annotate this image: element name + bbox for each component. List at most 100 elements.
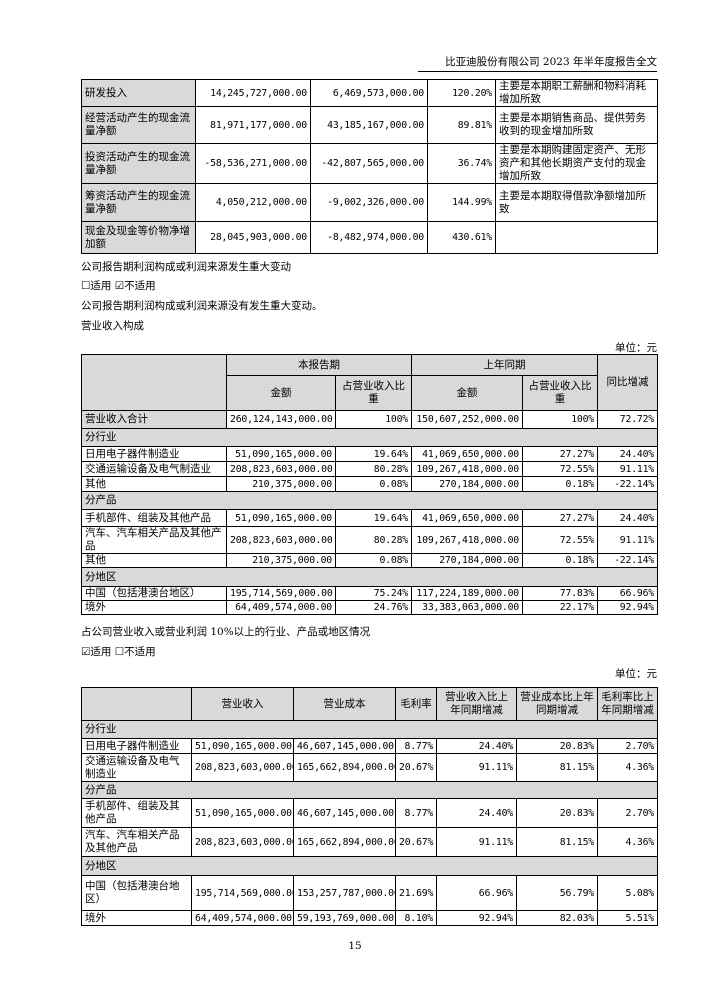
row-label: 手机部件、组装及其他产品 xyxy=(81,798,192,828)
header-current-period: 本报告期 xyxy=(226,354,412,376)
value-cell: 72.55% xyxy=(522,461,598,477)
section-row: 分产品 xyxy=(81,781,658,799)
value-cell: 72.72% xyxy=(597,410,658,429)
table-row: 日用电子器件制造业 51,090,165,000.00 19.64% 41,069,6… xyxy=(81,446,658,462)
value-cell: 20.67% xyxy=(395,827,437,857)
change-reason: 主要是本期销售商品、提供劳务收到的现金增加所致 xyxy=(495,106,658,144)
page-number: 15 xyxy=(348,940,362,952)
header-share: 占营业收入比重 xyxy=(522,375,598,411)
row-label: 其他 xyxy=(81,476,227,492)
row-label: 手机部件、组装及其他产品 xyxy=(81,509,227,527)
prior-period-value: 43,185,167,000.00 xyxy=(310,106,428,144)
revenue-composition-table: 本报告期 上年同期 同比增减 金额 占营业收入比重 金额 占营业收入比重 营业收… xyxy=(81,354,658,615)
value-cell: 100% xyxy=(335,410,412,429)
table-row: 交通运输设备及电气制造业 208,823,603,000.00 80.28% 109,… xyxy=(81,461,658,477)
row-label: 交通运输设备及电气制造业 xyxy=(81,753,192,782)
table-row: 其他 210,375,000.00 0.08% 270,184,000.00 0.18%… xyxy=(81,553,658,568)
value-cell: 27.27% xyxy=(522,446,598,462)
value-cell: 117,224,189,000.00 xyxy=(411,586,523,601)
row-label: 现金及现金等价物净增加额 xyxy=(81,221,196,254)
segment-margin-table: 营业收入 营业成本 毛利率 营业收入比上年同期增减 营业成本比上年同期增减 毛利率比上年同… xyxy=(81,687,658,926)
table-row: 其他 210,375,000.00 0.08% 270,184,000.00 0.18%… xyxy=(81,476,658,492)
value-cell: 81.15% xyxy=(516,753,598,782)
value-cell: 66.96% xyxy=(597,586,658,601)
value-cell: 19.64% xyxy=(335,446,412,462)
current-period-value: 28,045,903,000.00 xyxy=(195,221,311,254)
section-row: 分行业 xyxy=(81,428,658,447)
profit-change-note: 公司报告期利润构成或利润来源没有发生重大变动。 xyxy=(81,300,323,312)
value-cell: 75.24% xyxy=(335,586,412,601)
value-cell: 56.79% xyxy=(516,875,598,911)
prior-period-value: -42,807,565,000.00 xyxy=(310,143,428,184)
unit-label: 单位：元 xyxy=(615,342,657,354)
value-cell: 270,184,000.00 xyxy=(411,553,523,568)
change-rate: 36.74% xyxy=(427,143,496,184)
table-row: 汽车、汽车相关产品及其他产品 208,823,603,000.00 80.28% 10… xyxy=(81,526,658,554)
value-cell: 41,069,650,000.00 xyxy=(411,446,523,462)
value-cell: 8.77% xyxy=(395,738,437,754)
section-row: 分地区 xyxy=(81,567,658,587)
current-period-value: 14,245,727,000.00 xyxy=(195,79,311,107)
row-label: 日用电子器件制造业 xyxy=(81,446,227,462)
row-label: 境外 xyxy=(81,600,227,615)
table-row: 中国（包括港澳台地区） 195,714,569,000.00 75.24% 117,2… xyxy=(81,586,658,601)
value-cell: 80.28% xyxy=(335,461,412,477)
header-yoy: 同比增减 xyxy=(597,354,658,411)
section-row: 分行业 xyxy=(81,720,658,739)
value-cell: 20.83% xyxy=(516,798,598,828)
value-cell: 51,090,165,000.00 xyxy=(191,798,294,828)
header-share: 占营业收入比重 xyxy=(335,375,412,411)
prior-period-value: -9,002,326,000.00 xyxy=(310,183,428,222)
value-cell: 8.10% xyxy=(395,910,437,926)
value-cell: 91.11% xyxy=(597,526,658,554)
value-cell: 150,607,252,000.00 xyxy=(411,410,523,429)
header-amount: 金额 xyxy=(226,375,336,411)
value-cell: 100% xyxy=(522,410,598,429)
value-cell: 22.17% xyxy=(522,600,598,615)
value-cell: 64,409,574,000.00 xyxy=(191,910,294,926)
header-amount: 金额 xyxy=(411,375,523,411)
row-label: 中国（包括港澳台地区） xyxy=(81,586,227,601)
value-cell: 8.77% xyxy=(395,798,437,828)
profit-change-title: 公司报告期利润构成或利润来源发生重大变动 xyxy=(81,261,291,273)
value-cell: 0.08% xyxy=(335,476,412,492)
value-cell: 2.70% xyxy=(597,798,658,828)
column-header: 毛利率比上年同期增减 xyxy=(597,687,658,721)
value-cell: 82.03% xyxy=(516,910,598,926)
value-cell: 51,090,165,000.00 xyxy=(226,446,336,462)
value-cell: 46,607,145,000.00 xyxy=(293,798,396,828)
table-row: 现金及现金等价物净增加额 28,045,903,000.00 -8,482,974,… xyxy=(81,221,658,254)
header-blank xyxy=(81,354,227,411)
table-row: 经营活动产生的现金流量净额 81,971,177,000.00 43,185,167… xyxy=(81,106,658,144)
value-cell: 92.94% xyxy=(436,910,517,926)
value-cell: 195,714,569,000.00 xyxy=(191,875,294,911)
header-prior-period: 上年同期 xyxy=(411,354,598,376)
value-cell: 80.28% xyxy=(335,526,412,554)
table-row: 营业收入合计 260,124,143,000.00 100% 150,607,252,… xyxy=(81,410,658,429)
unit-label: 单位：元 xyxy=(615,668,657,680)
value-cell: 20.67% xyxy=(395,753,437,782)
value-cell: 109,267,418,000.00 xyxy=(411,461,523,477)
row-label: 日用电子器件制造业 xyxy=(81,738,192,754)
value-cell: 21.69% xyxy=(395,875,437,911)
row-label: 其他 xyxy=(81,553,227,568)
value-cell: 91.11% xyxy=(436,827,517,857)
column-header: 营业成本比上年同期增减 xyxy=(516,687,598,721)
value-cell: 208,823,603,000.00 xyxy=(226,526,336,554)
section-row: 分产品 xyxy=(81,491,658,510)
value-cell: 165,662,894,000.00 xyxy=(293,827,396,857)
column-header xyxy=(81,687,192,721)
value-cell: -22.14% xyxy=(597,476,658,492)
table-row: 研发投入 14,245,727,000.00 6,469,573,000.00 120… xyxy=(81,79,658,107)
value-cell: 41,069,650,000.00 xyxy=(411,509,523,527)
section-label: 分产品 xyxy=(81,491,658,510)
section-label: 分行业 xyxy=(81,720,658,739)
value-cell: 153,257,787,000.00 xyxy=(293,875,396,911)
value-cell: 24.40% xyxy=(436,798,517,828)
section-label: 分行业 xyxy=(81,428,658,447)
value-cell: 210,375,000.00 xyxy=(226,553,336,568)
value-cell: 165,662,894,000.00 xyxy=(293,753,396,782)
table-row: 日用电子器件制造业 51,090,165,000.00 46,607,145,000… xyxy=(81,738,658,754)
value-cell: 77.83% xyxy=(522,586,598,601)
row-label: 营业收入合计 xyxy=(81,410,227,429)
